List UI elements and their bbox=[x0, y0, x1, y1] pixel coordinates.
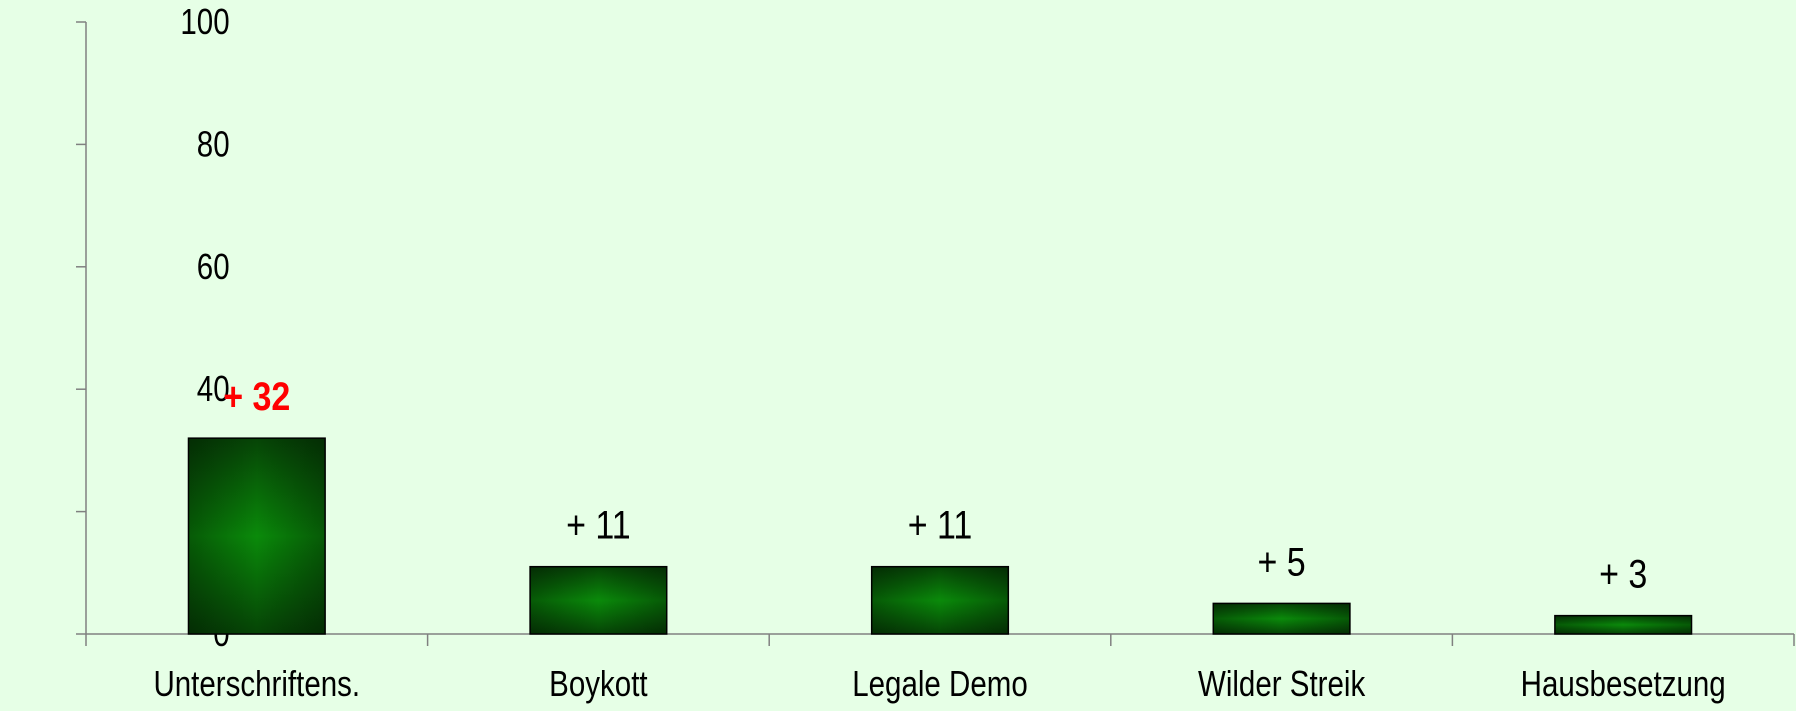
bar-shade bbox=[1213, 603, 1350, 634]
bar-data-label: + 11 bbox=[908, 502, 973, 547]
bar-data-label: + 11 bbox=[566, 502, 631, 547]
y-tick-label: 100 bbox=[180, 1, 229, 41]
x-category-label: Boykott bbox=[549, 663, 647, 703]
bar-data-label: + 5 bbox=[1258, 539, 1306, 584]
x-category-label: Legale Demo bbox=[852, 663, 1028, 703]
y-tick-label: 40 bbox=[197, 368, 230, 408]
x-category-label: Wilder Streik bbox=[1198, 663, 1366, 703]
bar-shade bbox=[871, 566, 1009, 634]
x-category-label: Unterschriftens. bbox=[153, 663, 360, 703]
bar bbox=[870, 565, 1010, 635]
labels: + 32 Unterschriftens. + 11 Boykott + 11 Legal… bbox=[153, 374, 1725, 704]
bar-shade bbox=[530, 566, 667, 634]
bar bbox=[1554, 614, 1693, 635]
bar-shade bbox=[188, 438, 326, 634]
bar-data-label: + 32 bbox=[223, 374, 290, 419]
bar bbox=[1212, 602, 1351, 635]
y-tick-label: 60 bbox=[197, 246, 230, 286]
bar-outline bbox=[187, 437, 326, 635]
axes: 020406080100 bbox=[76, 1, 1795, 654]
bar-shade bbox=[1554, 615, 1692, 634]
bar-outline bbox=[1554, 614, 1693, 635]
bar-outline bbox=[1212, 602, 1351, 635]
bar-outline bbox=[870, 565, 1010, 635]
bar-data-label: + 3 bbox=[1599, 551, 1647, 596]
bar bbox=[529, 565, 668, 635]
bars bbox=[187, 437, 1693, 635]
bar-outline bbox=[529, 565, 668, 635]
x-category-label: Hausbesetzung bbox=[1521, 663, 1726, 703]
y-tick-label: 80 bbox=[197, 124, 230, 164]
bar bbox=[187, 437, 326, 635]
